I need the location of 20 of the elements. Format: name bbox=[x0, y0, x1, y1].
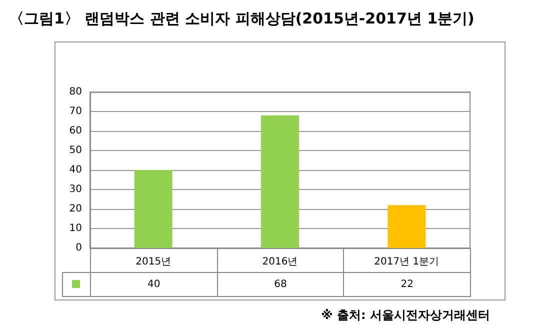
y-tick-label: 40 bbox=[69, 164, 82, 176]
bar bbox=[261, 115, 299, 248]
x-tick-label: 2015년 bbox=[136, 256, 172, 268]
y-tick-label: 50 bbox=[69, 145, 82, 156]
text: ※ 출처: 서울시전자상거래센터 bbox=[321, 308, 490, 322]
y-tick-label: 80 bbox=[69, 86, 82, 98]
y-tick-label: 20 bbox=[69, 204, 82, 214]
data-label: 40 bbox=[90, 272, 218, 297]
x-tick-label: 2016년 bbox=[262, 256, 298, 268]
bar bbox=[388, 205, 426, 248]
y-tick-label: 30 bbox=[69, 184, 82, 195]
y-tick-label: 0 bbox=[76, 242, 82, 254]
x-tick-label: 2017년 1분기 bbox=[374, 256, 440, 268]
y-tick-label: 60 bbox=[69, 126, 82, 136]
data-label: 68 bbox=[216, 272, 344, 297]
y-tick-label: 10 bbox=[69, 223, 82, 234]
y-tick-label: 70 bbox=[69, 106, 82, 117]
chart-title: 〈그림1〉 랜덤박스 관련 소비자 피해상담(2015년-2017년 1분기) bbox=[9, 10, 474, 28]
bar bbox=[134, 170, 172, 248]
data-label: 22 bbox=[343, 272, 471, 297]
